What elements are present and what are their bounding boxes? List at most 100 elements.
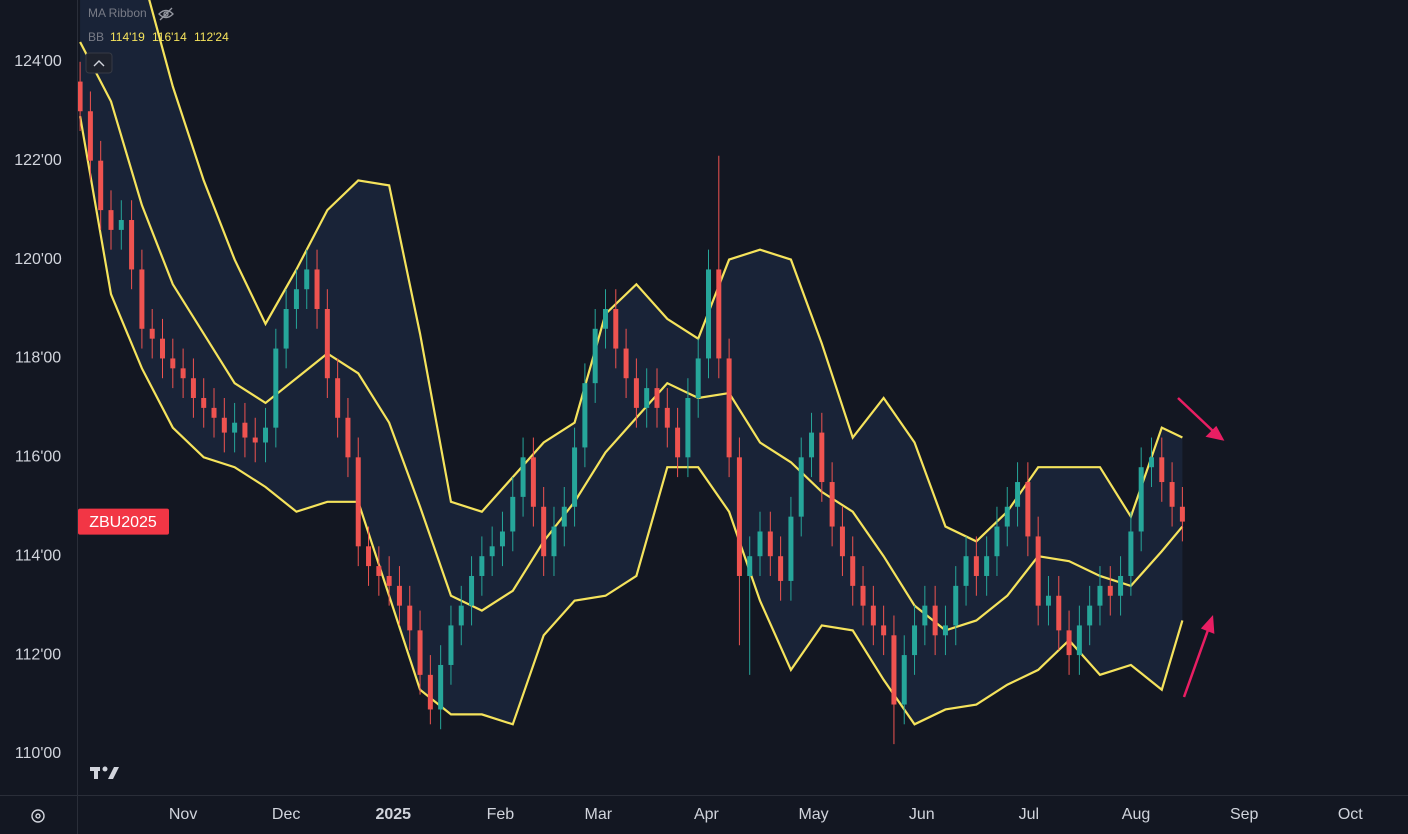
candle-body [1015,482,1021,507]
candle-body [139,269,145,329]
y-tick-label: 114'00 [15,547,61,564]
candle-body [304,269,310,290]
candle-body [551,526,557,557]
eye-icon[interactable] [158,7,174,21]
candle-body [778,556,784,581]
candle-body [809,432,815,458]
bb-value: 116'14 [152,30,187,44]
candle-body [613,309,619,349]
candle-body [520,457,526,497]
x-tick-label: Aug [1122,806,1150,823]
candle-body [870,605,876,626]
candle-body [963,556,969,586]
candle-body [283,309,289,349]
bb-value: 114'19 [110,30,145,44]
y-tick-label: 124'00 [14,53,62,70]
candle-body [736,457,742,576]
bb-label: BB [88,30,104,44]
bb-value: 112'24 [194,30,229,44]
candle-body [252,437,258,443]
candle-body [757,531,763,557]
candle-body [355,457,361,547]
candle-body [1066,630,1072,656]
candle-body [1035,536,1041,606]
candle-body [829,482,835,527]
symbol-badge-bg [78,508,169,535]
candle-body [427,674,433,710]
candle-body [366,546,372,567]
candle-body [160,338,166,359]
candle-body [716,269,722,359]
candle-body [438,664,444,710]
candle-body [602,309,608,329]
candle-body [149,328,155,339]
candle-body [87,111,93,161]
candle-body [1087,605,1093,626]
candle-body [232,422,238,433]
candle-body [839,526,845,557]
candle-body [510,496,516,532]
candle-body [572,447,578,507]
x-tick-label: Dec [272,806,300,823]
candle-body [881,625,887,636]
y-tick-label: 116'00 [15,449,61,466]
candle-body [221,417,227,433]
settings-icon[interactable] [31,809,45,823]
candle-body [458,605,464,626]
candle-body [1004,506,1010,527]
candle-body [396,585,402,606]
candle-body [242,422,248,438]
candle-body [592,328,598,384]
candle-body [489,546,495,557]
symbol-label: ZBU2025 [89,514,157,531]
candle-body [973,556,979,576]
candle-body [767,531,773,557]
x-tick-label: 2025 [375,806,411,823]
candle-body [1118,575,1124,596]
candle-body [860,585,866,606]
candle-body [633,378,639,408]
band-line [79,115,1184,726]
candle-body [695,358,701,398]
candle-body [263,427,269,443]
candle-body [407,605,413,631]
candle-body [994,526,1000,557]
candle-body [314,269,320,310]
y-tick-label: 110'00 [15,745,61,762]
candle-body [788,516,794,581]
candle-body [819,432,825,483]
x-tick-label: Nov [169,806,197,823]
candle-body [1138,467,1144,532]
ribbon-label: MA Ribbon [88,6,147,20]
x-tick-label: Jul [1019,806,1039,823]
candle-body [1128,531,1134,576]
candle-body [108,210,114,230]
candle-body [78,81,83,112]
x-tick-label: May [798,806,828,823]
candle-body [1179,506,1185,522]
candle-body [201,397,207,408]
candle-body [1045,595,1051,606]
candle-body [664,407,670,428]
candle-body [469,575,475,606]
plot-area [78,0,1185,745]
candle-body [912,625,918,656]
candle-body [1169,482,1175,507]
candle-body [891,635,897,705]
x-tick-label: Jun [909,806,935,823]
x-tick-label: Oct [1338,806,1363,823]
candle-body [335,378,341,418]
candle-body [675,427,681,458]
candle-body [1107,585,1113,596]
candle-body [623,348,629,379]
x-tick-label: Feb [487,806,515,823]
candle-body [190,378,196,398]
y-tick-label: 118'00 [15,350,61,367]
candle-body [747,556,753,576]
candle-body [417,630,423,675]
candle-body [211,407,217,418]
band-fill [80,0,1183,725]
candle-body [654,388,660,408]
collapse-button[interactable] [85,52,113,74]
